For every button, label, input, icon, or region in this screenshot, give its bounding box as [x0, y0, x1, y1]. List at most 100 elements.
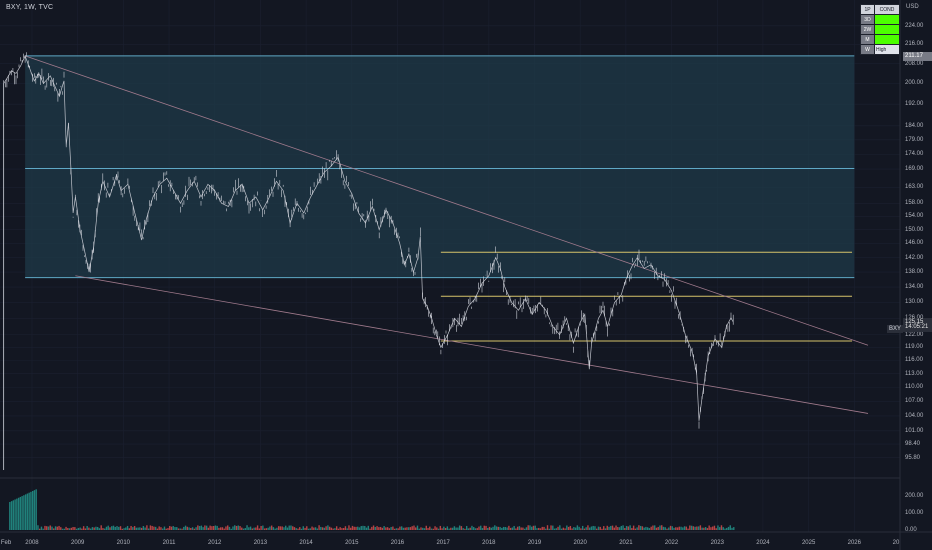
- table-row-label: W: [860, 44, 875, 55]
- volume-bar: [237, 525, 239, 530]
- volume-bar: [618, 527, 621, 530]
- volume-bar: [680, 526, 682, 530]
- price-tick-label: 158.00: [905, 200, 924, 207]
- price-tick-label: 119.00: [905, 344, 923, 351]
- volume-bar: [719, 527, 721, 530]
- volume-bar: [481, 528, 484, 530]
- volume-bar: [262, 525, 264, 530]
- volume-bar: [65, 526, 67, 530]
- volume-bar: [332, 528, 334, 530]
- price-tick-label: 104.00: [905, 412, 924, 419]
- volume-bar: [248, 527, 250, 530]
- volume-bar: [376, 526, 378, 530]
- volume-bar: [17, 497, 20, 530]
- volume-bar: [68, 528, 71, 530]
- volume-bar: [126, 525, 129, 530]
- volume-bar: [569, 525, 572, 530]
- volume-bar: [153, 526, 155, 530]
- volume-bar: [420, 527, 422, 530]
- price-tick-label: 98.40: [905, 441, 921, 448]
- volume-bar: [666, 528, 668, 530]
- volume-bar: [258, 528, 261, 530]
- volume-bar: [307, 528, 310, 530]
- volume-bar: [594, 526, 596, 530]
- volume-bar: [205, 525, 208, 530]
- volume-bar: [328, 526, 331, 530]
- volume-bar: [56, 526, 58, 530]
- volume-bar: [413, 525, 415, 530]
- volume-bar: [114, 526, 116, 530]
- volume-bar: [123, 528, 125, 530]
- volume-bar: [553, 528, 556, 530]
- volume-tick-label: 100.00: [905, 510, 924, 516]
- volume-bar: [16, 498, 18, 530]
- volume-bar: [279, 526, 282, 530]
- volume-bar: [137, 527, 139, 530]
- symbol-title[interactable]: BXY, 1W, TVC: [6, 4, 54, 11]
- volume-bar: [35, 489, 37, 530]
- volume-bar: [86, 526, 88, 530]
- volume-bar: [147, 528, 150, 530]
- volume-bar: [654, 525, 656, 530]
- volume-bar: [464, 528, 466, 530]
- price-tick-label: 169.00: [905, 166, 924, 173]
- price-tick-label: 101.00: [905, 427, 924, 434]
- volume-bar: [285, 525, 287, 530]
- volume-bar: [154, 526, 157, 530]
- volume-bar: [297, 528, 299, 530]
- volume-bar: [465, 525, 468, 530]
- volume-bar: [135, 527, 138, 530]
- volume-bar: [562, 527, 565, 530]
- volume-bar: [545, 528, 547, 530]
- table-row-label: 2W: [860, 24, 875, 35]
- volume-bar: [460, 526, 463, 530]
- volume-bar: [638, 525, 640, 530]
- time-tick-label: Feb: [0, 540, 12, 546]
- volume-bar: [634, 528, 637, 530]
- volume-bar: [397, 528, 399, 530]
- table-row-value: [874, 24, 900, 35]
- volume-bar: [163, 526, 166, 530]
- volume-bar: [648, 528, 651, 530]
- volume-bar: [458, 525, 461, 530]
- volume-bar: [483, 525, 485, 530]
- price-tick-label: 134.00: [905, 284, 924, 291]
- volume-bar: [200, 525, 203, 530]
- volume-bar: [451, 527, 454, 530]
- volume-bar: [501, 527, 503, 530]
- volume-bar: [160, 527, 162, 530]
- volume-bar: [348, 525, 350, 530]
- condition-table: 1P COND 3D 2W M W High: [860, 4, 900, 55]
- volume-bar: [429, 526, 431, 530]
- volume-bar: [95, 526, 97, 530]
- volume-bar: [290, 525, 292, 530]
- price-tick-label: 113.00: [905, 370, 923, 377]
- volume-bar: [344, 526, 347, 530]
- volume-bar: [393, 528, 396, 530]
- price-tick-label: 142.00: [905, 254, 924, 261]
- volume-bars: [9, 489, 735, 530]
- volume-bar: [128, 528, 131, 530]
- volume-bar: [39, 528, 41, 530]
- volume-bar: [216, 525, 218, 530]
- volume-bar: [400, 526, 403, 530]
- volume-bar: [494, 525, 496, 530]
- volume-bar: [668, 527, 670, 530]
- volume-bar: [536, 528, 538, 530]
- volume-bar: [539, 528, 542, 530]
- table-row-label: M: [860, 34, 875, 45]
- table-row-value: High: [874, 44, 900, 55]
- volume-bar: [309, 528, 312, 530]
- volume-bar: [675, 527, 677, 530]
- volume-bar: [650, 526, 652, 530]
- volume-bar: [227, 525, 229, 530]
- volume-bar: [610, 525, 612, 530]
- volume-bar: [439, 525, 442, 530]
- volume-bar: [320, 526, 322, 530]
- volume-bar: [306, 526, 308, 530]
- table-header-cell: COND: [874, 4, 900, 15]
- volume-bar: [267, 527, 269, 530]
- volume-bar: [603, 526, 605, 530]
- volume-bar: [158, 526, 160, 530]
